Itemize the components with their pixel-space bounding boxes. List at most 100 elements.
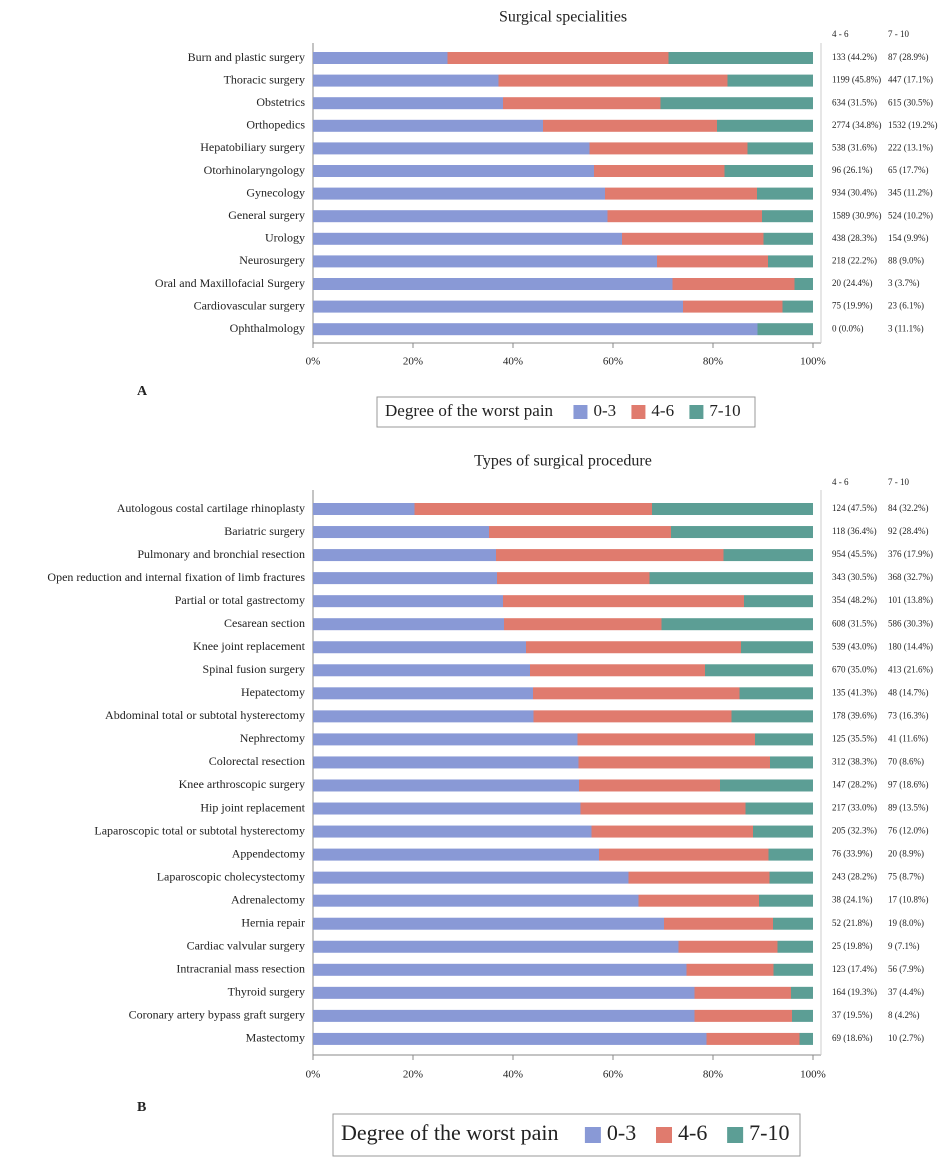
value-label: 23 (6.1%) (888, 301, 924, 311)
legend-swatch (573, 405, 588, 419)
value-label: 164 (19.3%) (832, 987, 877, 997)
y-tick-label: Oral and Maxillofacial Surgery (155, 276, 305, 290)
bar-segment (607, 210, 762, 223)
bar-segment (313, 664, 530, 677)
bar-segment (768, 255, 813, 268)
x-tick-label: 60% (603, 356, 623, 368)
bar-segment (753, 825, 813, 838)
bar-segment (755, 733, 813, 746)
value-label: 56 (7.9%) (888, 964, 924, 974)
bar-segment (782, 300, 813, 313)
y-tick-label: Cardiovascular surgery (194, 298, 305, 312)
value-label: 413 (21.6%) (888, 664, 933, 674)
panel-label: B (137, 1100, 146, 1115)
y-tick-label: Partial or total gastrectomy (175, 593, 305, 607)
value-label: 147 (28.2%) (832, 780, 877, 790)
value-label: 524 (10.2%) (888, 210, 933, 220)
y-tick-label: Obstetrics (256, 95, 305, 109)
bar-segment (661, 618, 813, 631)
bar-segment (652, 503, 813, 515)
x-tick-label: 0% (306, 356, 321, 368)
bar-segment (747, 142, 813, 155)
x-tick-label: 80% (703, 1069, 723, 1081)
y-tick-label: Hepatectomy (241, 685, 305, 699)
bar-segment (777, 940, 813, 953)
bar-segment (622, 232, 764, 245)
bar-segment (313, 986, 695, 999)
value-label: 2774 (34.8%) (832, 120, 882, 130)
bar-segment (313, 503, 415, 515)
value-label: 89 (13.5%) (888, 803, 929, 813)
bar-segment (628, 871, 770, 884)
bar-segment (745, 802, 813, 815)
legend-box (376, 396, 756, 428)
y-tick-label: Appendectomy (232, 846, 305, 860)
value-label: 312 (38.3%) (832, 757, 877, 767)
y-tick-label: Pulmonary and bronchial resection (137, 547, 305, 561)
value-label: 41 (11.6%) (888, 733, 928, 743)
bar-segment (533, 710, 732, 723)
value-label: 123 (17.4%) (832, 964, 877, 974)
bar-segment (313, 917, 664, 930)
y-tick-label: Hernia repair (241, 915, 305, 929)
y-tick-label: Urology (265, 231, 305, 245)
bar-segment (727, 74, 813, 87)
y-tick-label: Thyroid surgery (228, 985, 305, 999)
value-label: 0 (0.0%) (832, 323, 864, 333)
bar-segment (759, 894, 813, 907)
x-tick-label: 40% (503, 1069, 523, 1081)
bar-segment (489, 526, 671, 539)
bar-segment (313, 595, 503, 608)
bar-segment (313, 572, 497, 585)
bar-segment (313, 300, 683, 313)
legend-label: 7-10 (709, 401, 740, 420)
x-tick-label: 0% (306, 1069, 321, 1081)
bar-segment (706, 1032, 800, 1045)
value-label: 154 (9.9%) (888, 233, 929, 243)
bar-segment (686, 963, 774, 976)
value-label: 25 (19.8%) (832, 941, 873, 951)
bar-segment (313, 940, 679, 953)
bar-segment (720, 779, 813, 792)
value-label: 354 (48.2%) (832, 595, 877, 605)
bar-segment (769, 871, 813, 884)
bar-segment (694, 1009, 792, 1022)
bar-segment (313, 1032, 707, 1045)
bar-segment (313, 142, 590, 155)
bar-segment (671, 526, 813, 539)
bar-segment (313, 323, 758, 336)
bar-segment (313, 52, 448, 64)
legend-swatch (689, 405, 704, 419)
bar-segment (791, 986, 813, 999)
legend-label: 7-10 (749, 1120, 789, 1145)
value-label: 70 (8.6%) (888, 757, 924, 767)
value-label: 69 (18.6%) (832, 1033, 873, 1043)
legend-label: 4-6 (678, 1120, 707, 1145)
chart-title: Types of surgical procedure (474, 453, 652, 470)
bar-segment (498, 74, 728, 87)
bar-segment (589, 142, 748, 155)
value-label: 218 (22.2%) (832, 255, 877, 265)
bar-segment (313, 825, 592, 838)
value-label: 19 (8.0%) (888, 918, 924, 928)
value-label: 3 (11.1%) (888, 323, 924, 333)
value-label: 934 (30.4%) (832, 188, 877, 198)
value-label: 1199 (45.8%) (832, 75, 881, 85)
value-label: 345 (11.2%) (888, 188, 933, 198)
value-label: 615 (30.5%) (888, 97, 933, 107)
x-tick-label: 60% (603, 1069, 623, 1081)
y-tick-label: Hepatobiliary surgery (200, 140, 305, 154)
bar-segment (313, 210, 608, 223)
bar-segment (313, 549, 496, 562)
x-tick-label: 100% (800, 1069, 826, 1081)
bar-segment (313, 187, 605, 200)
bar-segment (313, 848, 599, 861)
bar-segment (313, 756, 579, 769)
column-header: 4 - 6 (832, 477, 849, 487)
bar-segment (594, 165, 725, 177)
value-label: 73 (16.3%) (888, 710, 929, 720)
y-tick-label: Open reduction and internal fixation of … (47, 570, 305, 584)
value-label: 9 (7.1%) (888, 941, 920, 951)
y-tick-label: Coronary artery bypass graft surgery (129, 1008, 305, 1022)
